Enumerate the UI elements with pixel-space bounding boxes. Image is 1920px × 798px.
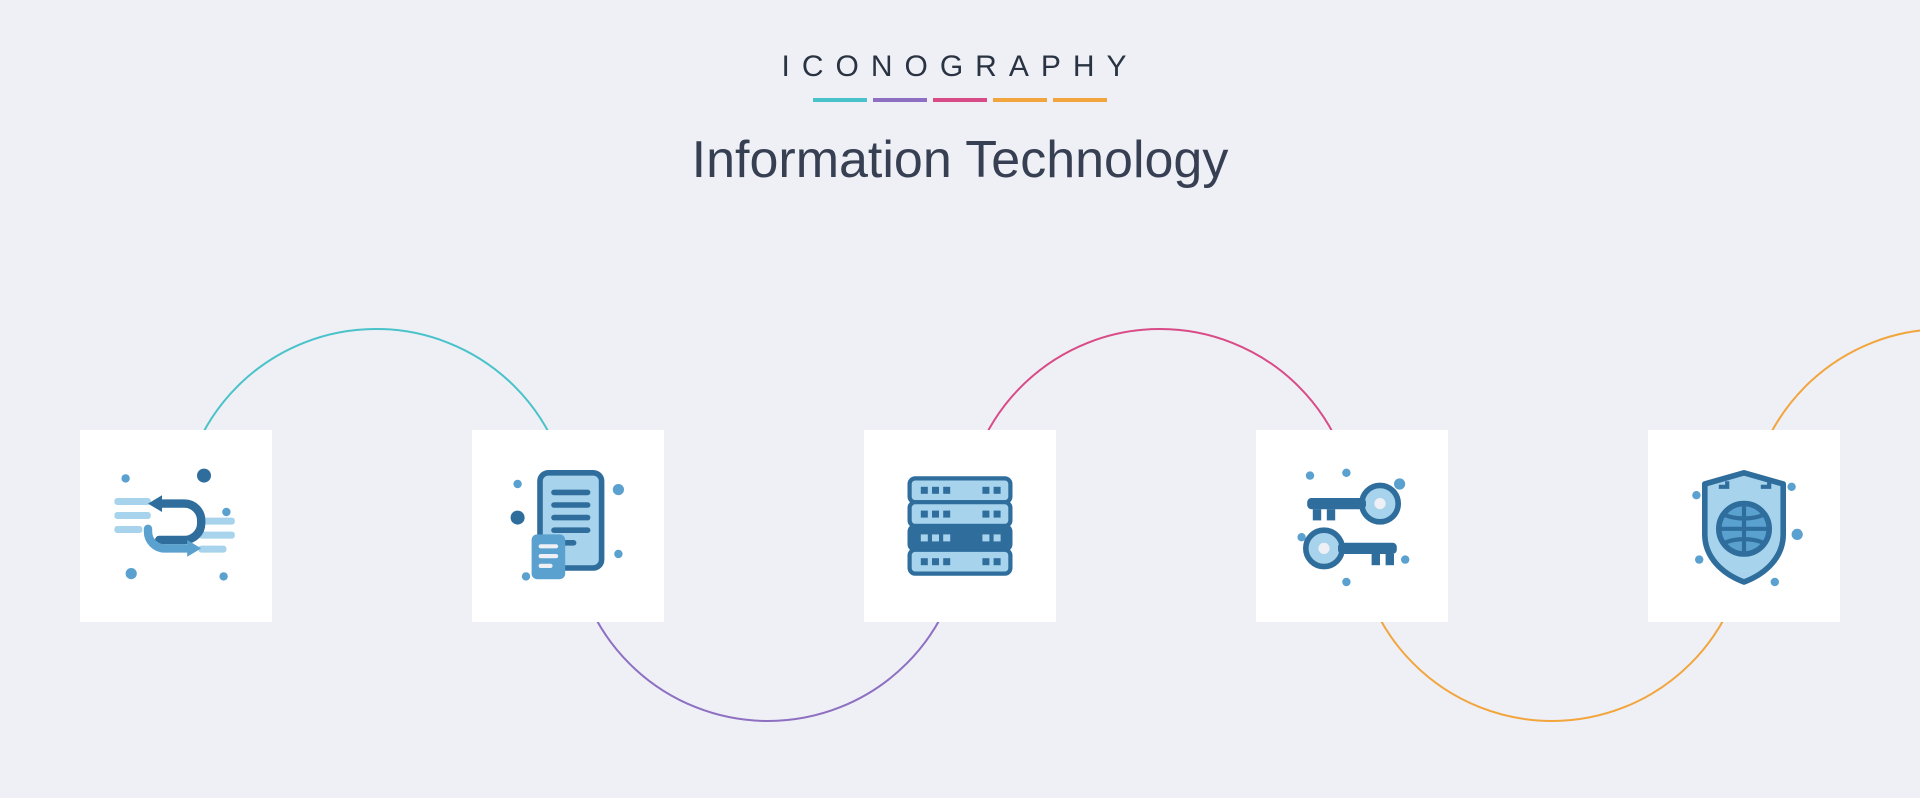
brand-underline — [0, 98, 1920, 102]
icon-row — [0, 430, 1920, 622]
brand-title: ICONOGRAPHY — [0, 50, 1920, 84]
shield-globe-icon — [1674, 456, 1814, 596]
server-rack-icon — [890, 456, 1030, 596]
icon-tile — [472, 430, 664, 622]
data-sync-icon — [106, 456, 246, 596]
icon-tile — [1256, 430, 1448, 622]
icon-tile — [1648, 430, 1840, 622]
icon-tile — [864, 430, 1056, 622]
document-icon — [498, 456, 638, 596]
header: ICONOGRAPHY Information Technology — [0, 50, 1920, 190]
category-subtitle: Information Technology — [0, 130, 1920, 190]
keys-icon — [1282, 456, 1422, 596]
icon-tile — [80, 430, 272, 622]
